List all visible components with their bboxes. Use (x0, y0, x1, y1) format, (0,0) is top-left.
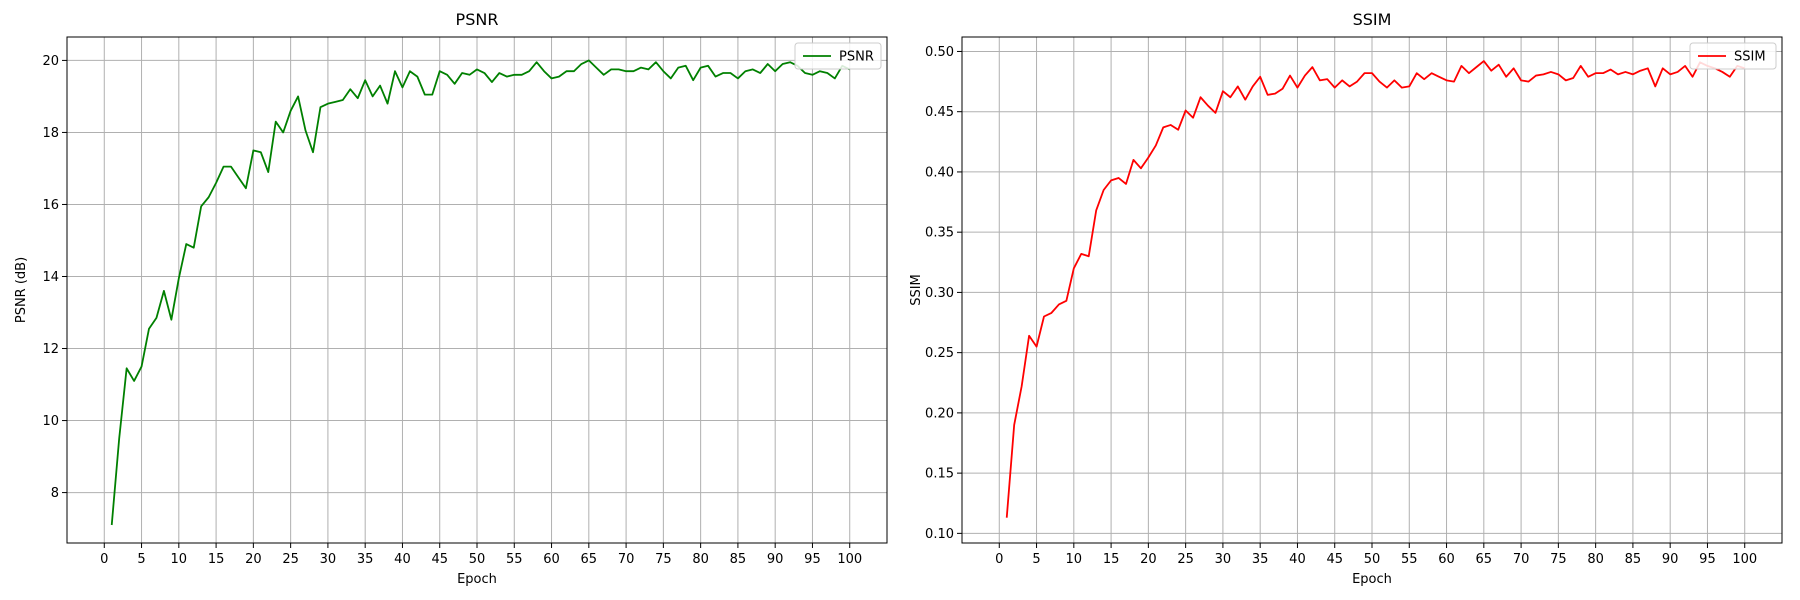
chart-title: SSIM (1353, 10, 1392, 29)
x-tick-label: 10 (1066, 552, 1083, 567)
series-line-ssim (1005, 60, 1746, 518)
x-tick-label: 75 (1550, 552, 1567, 567)
x-tick-label: 25 (1177, 552, 1194, 567)
x-tick-label: 85 (730, 552, 747, 567)
x-tick-label: 25 (282, 552, 299, 567)
x-axis-label: Epoch (457, 572, 497, 587)
x-tick-label: 70 (1513, 552, 1530, 567)
chart-title: PSNR (456, 10, 499, 29)
x-tick-label: 60 (543, 552, 560, 567)
x-tick-label: 5 (137, 552, 145, 567)
y-tick-label: 0.20 (925, 406, 954, 421)
x-tick-label: 75 (655, 552, 672, 567)
x-tick-label: 100 (837, 552, 862, 567)
y-tick-label: 16 (42, 198, 59, 213)
x-tick-label: 0 (995, 552, 1003, 567)
legend-box (794, 42, 882, 70)
x-tick-label: 45 (1326, 552, 1343, 567)
y-tick-label: 20 (42, 54, 59, 69)
y-tick-label: 0.25 (925, 346, 954, 361)
x-tick-label: 100 (1732, 552, 1757, 567)
y-tick-label: 0.15 (925, 467, 954, 482)
legend-label: SSIM (1734, 50, 1766, 65)
x-tick-label: 55 (506, 552, 523, 567)
series-line-psnr (110, 59, 851, 526)
x-tick-label: 5 (1032, 552, 1040, 567)
x-tick-label: 10 (171, 552, 188, 567)
x-tick-label: 30 (1215, 552, 1232, 567)
y-axis-label: PSNR (dB) (14, 257, 29, 323)
y-tick-label: 8 (51, 486, 59, 501)
y-tick-label: 10 (42, 414, 59, 429)
x-tick-label: 65 (1476, 552, 1493, 567)
x-tick-label: 85 (1625, 552, 1642, 567)
y-tick-label: 12 (42, 342, 59, 357)
y-tick-label: 18 (42, 126, 59, 141)
x-tick-label: 40 (394, 552, 411, 567)
x-tick-label: 55 (1401, 552, 1418, 567)
y-tick-label: 0.50 (925, 45, 954, 60)
legend-box (1689, 42, 1777, 70)
ssim-chart: 0 5 10 15 20 25 30 35 40 45 50 55 60 65 70 75 80 85 90 95 10… (909, 10, 1783, 587)
x-tick-label: 90 (767, 552, 784, 567)
x-tick-label: 15 (208, 552, 225, 567)
x-tick-label: 50 (1364, 552, 1381, 567)
x-tick-label: 65 (581, 552, 598, 567)
x-axis-label: Epoch (1352, 572, 1392, 587)
y-tick-label: 0.10 (925, 527, 954, 542)
x-tick-label: 80 (692, 552, 709, 567)
legend-label: PSNR (839, 50, 874, 65)
psnr-chart: 0 5 10 15 20 25 30 35 40 45 50 55 60 65 70 75 80 85 90 95 10… (14, 10, 888, 587)
x-tick-label: 40 (1289, 552, 1306, 567)
y-axis-label: SSIM (909, 274, 924, 306)
y-tick-label: 0.45 (925, 105, 954, 120)
y-tick-label: 0.35 (925, 226, 954, 241)
x-tick-label: 60 (1438, 552, 1455, 567)
x-tick-label: 20 (1140, 552, 1157, 567)
x-tick-label: 50 (469, 552, 486, 567)
y-tick-label: 0.30 (925, 286, 954, 301)
x-tick-label: 45 (431, 552, 448, 567)
x-tick-label: 35 (1252, 552, 1269, 567)
x-tick-label: 70 (618, 552, 635, 567)
x-tick-label: 95 (1699, 552, 1716, 567)
x-tick-label: 30 (320, 552, 337, 567)
x-tick-label: 80 (1587, 552, 1604, 567)
x-tick-label: 15 (1103, 552, 1120, 567)
x-tick-label: 0 (100, 552, 108, 567)
x-tick-label: 90 (1662, 552, 1679, 567)
x-tick-label: 95 (804, 552, 821, 567)
x-tick-label: 20 (245, 552, 262, 567)
y-tick-label: 14 (42, 270, 59, 285)
y-tick-label: 0.40 (925, 165, 954, 180)
x-tick-label: 35 (357, 552, 374, 567)
